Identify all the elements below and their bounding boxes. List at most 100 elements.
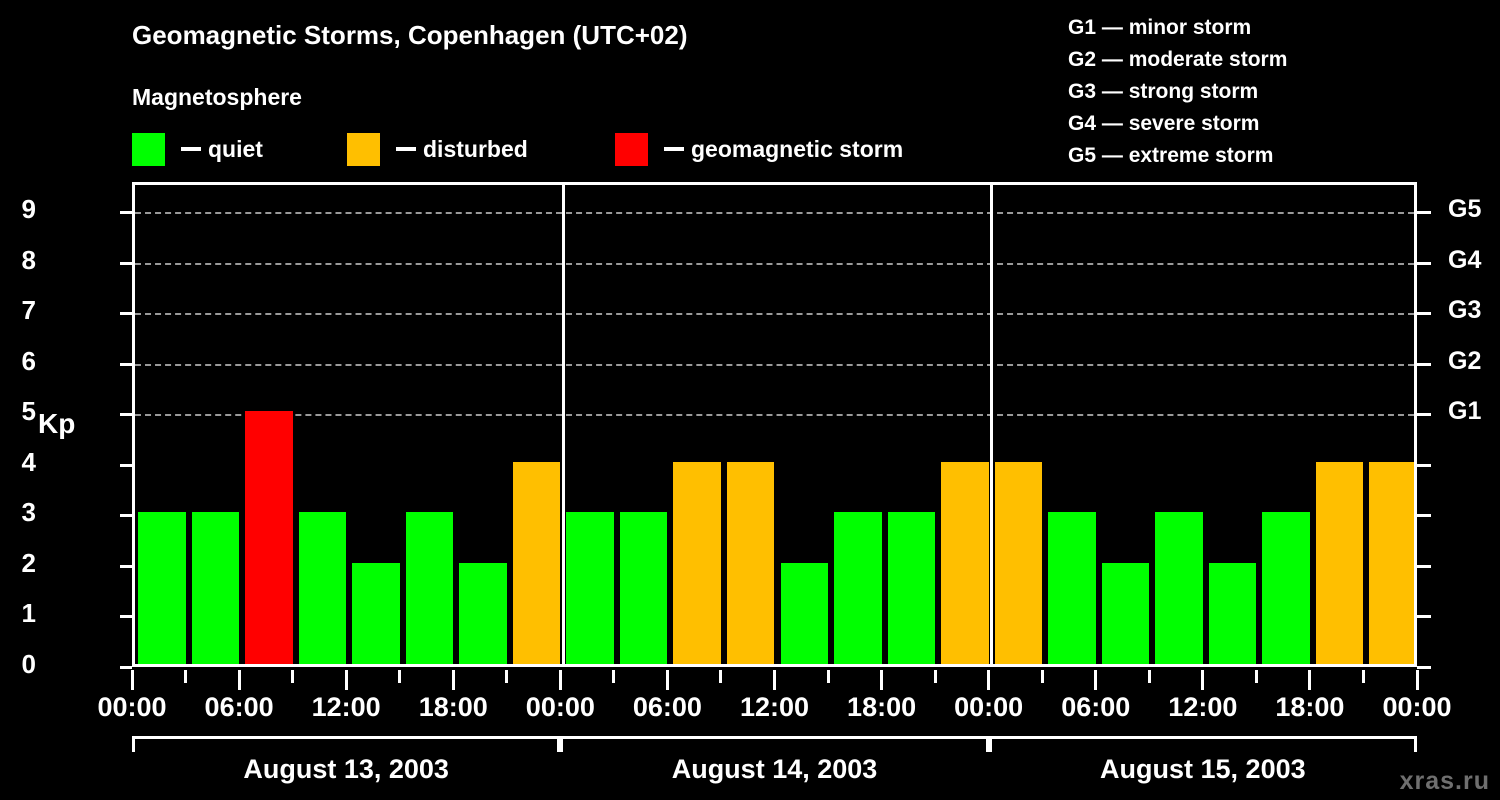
day-bracket [560, 736, 989, 752]
geomagnetic-storm-swatch [615, 132, 648, 166]
x-tick-major [237, 670, 241, 690]
y-tick-mark-0 [120, 666, 132, 669]
bar [887, 512, 936, 664]
y-tick-mark-2 [120, 564, 132, 568]
x-tick-major [880, 670, 884, 690]
bar [191, 512, 240, 664]
x-tick-minor [1254, 670, 1258, 683]
y-axis-title: Kp [38, 408, 76, 439]
legend-entry-geomagnetic-storm: geomagnetic storm [615, 131, 903, 167]
x-tick-label: 18:00 [847, 692, 917, 722]
g-legend-row-g3: G3 — strong storm [1068, 76, 1488, 108]
right-tick-mark-3 [1417, 514, 1431, 518]
right-tick-mark-8 [1417, 261, 1431, 265]
g-scale-legend: G1 — minor storm G2 — moderate storm G3 — … [1068, 12, 1488, 172]
x-tick-minor [933, 670, 937, 683]
g-legend-code: G1 [1068, 16, 1097, 39]
bar [352, 562, 400, 664]
bar [1155, 512, 1203, 664]
y-tick-mark-9 [120, 211, 132, 215]
legend-dash-icon [181, 147, 201, 151]
right-tick-mark-1 [1417, 615, 1431, 619]
g-legend-description: strong storm [1128, 80, 1259, 103]
g-legend-description: severe storm [1128, 112, 1260, 135]
bar [673, 461, 721, 664]
x-tick-major [1415, 670, 1419, 690]
g-tick-label-g4: G4 [1448, 245, 1482, 274]
bar [1208, 562, 1257, 664]
bar [298, 512, 347, 664]
y-tick-mark-7 [120, 312, 132, 316]
bar [1262, 512, 1310, 664]
g-tick-label-g1: G1 [1448, 397, 1482, 426]
quiet-swatch [132, 132, 165, 166]
g-legend-description: moderate storm [1128, 48, 1288, 71]
gridline-kp-7 [135, 313, 1414, 316]
g-legend-separator: — [1096, 16, 1129, 39]
day-bracket [988, 736, 1417, 752]
y-tick-label-9: 9 [21, 194, 36, 225]
plot-area [132, 182, 1417, 667]
x-tick-label: 06:00 [632, 692, 702, 722]
x-tick-minor [398, 670, 402, 683]
g-legend-description: minor storm [1128, 16, 1252, 39]
g-legend-row-g4: G4 — severe storm [1068, 108, 1488, 140]
y-tick-label-3: 3 [21, 497, 36, 528]
right-tick-mark-4 [1417, 463, 1431, 467]
y-tick-label-0: 0 [21, 649, 36, 679]
x-tick-label: 00:00 [525, 692, 595, 722]
g-legend-code: G4 [1068, 112, 1097, 135]
x-tick-minor [505, 670, 509, 683]
x-tick-minor [1040, 670, 1044, 683]
y-tick-mark-4 [120, 463, 132, 467]
g-legend-row-g2: G2 — moderate storm [1068, 44, 1488, 76]
legend-entry-quiet: quiet [132, 131, 263, 167]
gridline-kp-9 [135, 212, 1414, 215]
y-tick-label-1: 1 [21, 598, 36, 629]
x-tick-minor [612, 670, 616, 683]
watermark: xras.ru [1399, 767, 1490, 795]
x-tick-label: 12:00 [1168, 692, 1238, 722]
bar [459, 562, 507, 664]
day-label: August 14, 2003 [671, 754, 878, 784]
x-tick-minor [1361, 670, 1365, 683]
g-legend-code: G3 [1068, 80, 1097, 103]
x-tick-label: 18:00 [1275, 692, 1345, 722]
x-tick-major [344, 670, 348, 690]
x-tick-major [773, 670, 776, 690]
x-tick-label: 00:00 [1382, 692, 1452, 722]
x-tick-label: 06:00 [204, 692, 274, 722]
g-legend-code: G5 [1068, 144, 1097, 167]
x-tick-minor [1147, 670, 1151, 683]
x-tick-major [1094, 670, 1098, 690]
y-tick-mark-1 [120, 615, 132, 619]
y-tick-label-2: 2 [21, 547, 36, 578]
bar [941, 461, 989, 664]
g-tick-label-g2: G2 [1448, 346, 1482, 375]
gridline-kp-6 [135, 363, 1414, 366]
x-tick-label: 18:00 [418, 692, 488, 722]
bar [834, 512, 882, 664]
bar [780, 562, 829, 664]
bar [994, 461, 1043, 664]
bar [245, 411, 293, 664]
x-tick-label: 00:00 [954, 692, 1024, 722]
gridline-kp-8 [135, 262, 1414, 265]
g-legend-description: extreme storm [1128, 144, 1274, 167]
legend-dash-icon [396, 147, 416, 151]
x-tick-minor [719, 670, 723, 683]
bar [1315, 461, 1364, 664]
y-tick-label-7: 7 [21, 295, 36, 326]
right-tick-mark-0 [1417, 666, 1431, 669]
day-separator [561, 185, 565, 664]
y-tick-label-6: 6 [21, 345, 36, 376]
x-tick-major [130, 670, 134, 690]
g-tick-label-g3: G3 [1448, 296, 1482, 325]
bar [405, 512, 454, 664]
bar [726, 461, 775, 664]
x-tick-major [665, 670, 669, 690]
bar [512, 461, 561, 664]
g-legend-separator: — [1096, 144, 1129, 167]
x-tick-major [558, 670, 562, 690]
